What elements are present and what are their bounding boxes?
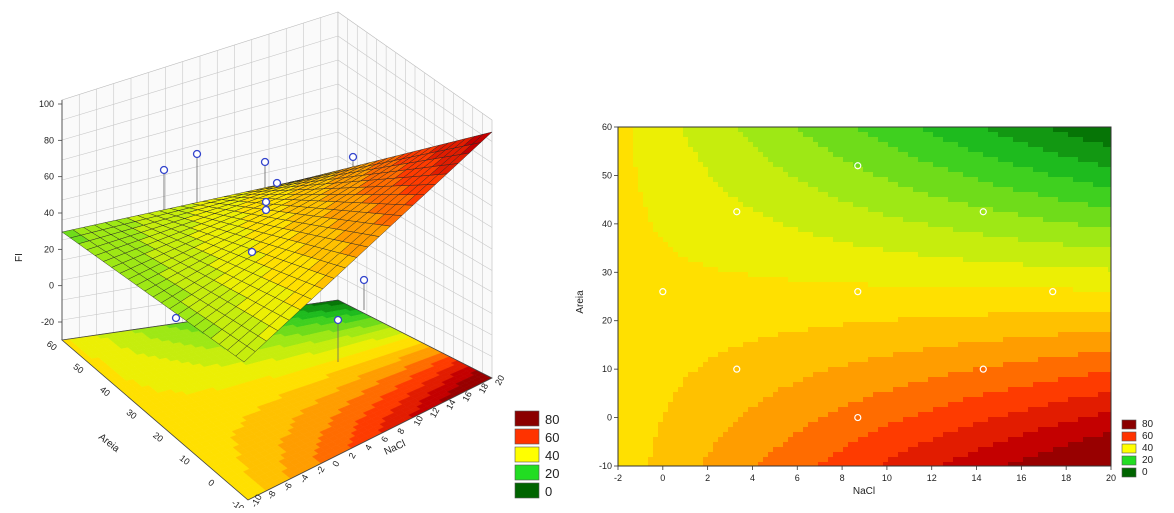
surface-data-point <box>161 167 168 174</box>
contour-x-tick-label: 20 <box>1106 473 1116 483</box>
y-tick-label: -10 <box>230 498 246 508</box>
contour-y-axis-label: Areia <box>575 290 586 314</box>
z-tick-label: 100 <box>39 99 54 109</box>
surface-legend-label: 60 <box>545 430 559 445</box>
x-tick-label: 6 <box>379 435 390 444</box>
y-axis-label: Areia <box>96 432 122 455</box>
surface-legend-label: 0 <box>545 484 552 499</box>
z-axis-label: FI <box>14 253 25 262</box>
contour-x-tick-label: 10 <box>882 473 892 483</box>
contour-y-ticks: -10 0 10 20 30 40 50 60 <box>599 122 618 471</box>
y-tick-label: 30 <box>125 407 139 421</box>
contour-x-tick-label: 2 <box>705 473 710 483</box>
x-tick-label: -8 <box>265 489 278 501</box>
contour-x-tick-label: 14 <box>972 473 982 483</box>
contour-y-tick-label: 10 <box>602 364 612 374</box>
x-tick-label: 4 <box>363 443 374 452</box>
surface-data-point <box>335 317 342 324</box>
z-tick-label: 80 <box>44 135 54 145</box>
surface-legend-swatch <box>515 465 539 480</box>
x-tick-label: 8 <box>395 427 406 436</box>
z-tick-label: 0 <box>49 281 54 291</box>
contour-x-tick-label: 4 <box>750 473 755 483</box>
surface-data-point <box>361 277 368 284</box>
contour-y-tick-label: 20 <box>602 316 612 326</box>
contour-legend-swatch <box>1122 432 1136 441</box>
contour-legend-label: 40 <box>1142 443 1154 454</box>
surface-legend-swatch <box>515 429 539 444</box>
x-tick-label: 0 <box>330 459 341 468</box>
contour-fill <box>618 127 1114 468</box>
y-tick-label: 60 <box>45 339 59 353</box>
contour-x-tick-label: -2 <box>614 473 622 483</box>
surface-legend-label: 40 <box>545 448 559 463</box>
x-tick-label: 2 <box>347 451 358 460</box>
contour-y-tick-label: 50 <box>602 170 612 180</box>
surface-data-point <box>263 207 270 214</box>
contour-y-tick-label: -10 <box>599 461 612 471</box>
x-tick-label: 20 <box>493 373 507 387</box>
y-tick-label: 0 <box>206 477 216 488</box>
contour-x-tick-label: 12 <box>927 473 937 483</box>
surface-data-point <box>263 199 270 206</box>
contour-x-tick-label: 0 <box>660 473 665 483</box>
y-tick-label: 50 <box>71 361 85 375</box>
contour-plot: -2 0 2 4 6 8 10 12 14 16 18 20 -10 0 10 20 30 40 50 60 NaC… <box>570 0 1174 508</box>
x-tick-label: -4 <box>298 473 311 485</box>
contour-y-tick-label: 40 <box>602 219 612 229</box>
contour-y-tick-label: 30 <box>602 267 612 277</box>
y-tick-label: 10 <box>178 453 192 467</box>
contour-x-tick-label: 8 <box>840 473 845 483</box>
contour-plot-panel: -2 0 2 4 6 8 10 12 14 16 18 20 -10 0 10 20 30 40 50 60 NaC… <box>570 0 1174 508</box>
x-tick-label: -2 <box>314 465 327 477</box>
z-tick-label: 20 <box>44 244 54 254</box>
surface-legend-swatch <box>515 483 539 498</box>
contour-legend-label: 80 <box>1142 419 1154 430</box>
contour-x-tick-label: 18 <box>1061 473 1071 483</box>
contour-legend-swatch <box>1122 444 1136 453</box>
surface-legend: 80 60 40 20 0 <box>515 411 559 499</box>
contour-legend-swatch <box>1122 456 1136 465</box>
surface-legend-swatch <box>515 447 539 462</box>
y-tick-label: 20 <box>151 430 165 444</box>
surface-data-point <box>350 154 357 161</box>
surface-data-point <box>249 249 256 256</box>
surface-legend-swatch <box>515 411 539 426</box>
z-tick-label: -20 <box>41 317 54 327</box>
contour-x-tick-label: 6 <box>795 473 800 483</box>
surface-data-point <box>274 180 281 187</box>
contour-legend-swatch <box>1122 468 1136 477</box>
contour-y-tick-label: 0 <box>607 413 612 423</box>
z-axis-ticks: -20 0 20 40 60 80 100 <box>39 99 62 327</box>
contour-legend-label: 60 <box>1142 431 1154 442</box>
contour-x-ticks: -2 0 2 4 6 8 10 12 14 16 18 20 <box>614 466 1116 483</box>
contour-y-tick-label: 60 <box>602 122 612 132</box>
surface-data-point <box>262 159 269 166</box>
surface-legend-label: 20 <box>545 466 559 481</box>
contour-x-axis-label: NaCl <box>853 486 875 497</box>
contour-legend-label: 20 <box>1142 455 1154 466</box>
surface-data-point <box>173 315 180 322</box>
z-tick-label: 40 <box>44 208 54 218</box>
contour-legend-label: 0 <box>1142 467 1148 478</box>
surface-data-point <box>194 151 201 158</box>
contour-x-tick-label: 16 <box>1016 473 1026 483</box>
contour-legend-swatch <box>1122 420 1136 429</box>
x-tick-label: -6 <box>281 481 294 493</box>
y-tick-label: 40 <box>98 384 112 398</box>
surface-legend-label: 80 <box>545 412 559 427</box>
z-tick-label: 60 <box>44 172 54 182</box>
